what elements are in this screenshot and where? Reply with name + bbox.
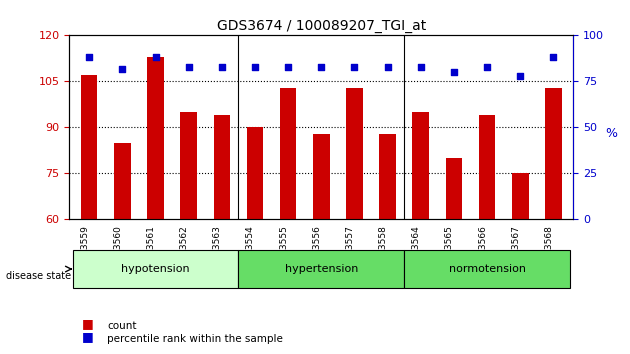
Bar <box>545 87 562 219</box>
Point <box>183 64 193 69</box>
Text: GSM493557: GSM493557 <box>345 225 355 280</box>
Point <box>117 66 127 72</box>
Text: percentile rank within the sample: percentile rank within the sample <box>107 333 283 344</box>
Text: GSM493561: GSM493561 <box>147 225 156 280</box>
Text: count: count <box>107 321 137 331</box>
Text: disease state: disease state <box>6 271 71 281</box>
Bar <box>479 115 495 219</box>
Point <box>548 55 558 60</box>
Bar <box>313 133 329 219</box>
Point <box>449 69 459 75</box>
Point <box>482 64 492 69</box>
Text: GSM493555: GSM493555 <box>279 225 288 280</box>
Point <box>416 64 426 69</box>
Text: GSM493567: GSM493567 <box>512 225 520 280</box>
Point <box>382 64 392 69</box>
Text: hypotension: hypotension <box>121 264 190 274</box>
Text: GSM493560: GSM493560 <box>113 225 122 280</box>
Text: GSM493558: GSM493558 <box>379 225 387 280</box>
Bar <box>346 87 363 219</box>
Point <box>316 64 326 69</box>
Bar <box>81 75 98 219</box>
Title: GDS3674 / 100089207_TGI_at: GDS3674 / 100089207_TGI_at <box>217 19 426 33</box>
FancyBboxPatch shape <box>72 250 238 288</box>
FancyBboxPatch shape <box>238 250 404 288</box>
Bar <box>379 133 396 219</box>
Text: hypertension: hypertension <box>285 264 358 274</box>
Bar <box>247 127 263 219</box>
Bar <box>512 173 529 219</box>
Bar <box>114 143 130 219</box>
Text: GSM493554: GSM493554 <box>246 225 255 280</box>
Point <box>151 55 161 60</box>
Bar <box>147 57 164 219</box>
Text: GSM493566: GSM493566 <box>478 225 487 280</box>
Y-axis label: %: % <box>605 127 617 141</box>
Text: GSM493562: GSM493562 <box>180 225 188 280</box>
Text: GSM493559: GSM493559 <box>80 225 89 280</box>
Text: normotension: normotension <box>449 264 525 274</box>
Bar <box>280 87 297 219</box>
Text: GSM493568: GSM493568 <box>544 225 553 280</box>
Text: GSM493564: GSM493564 <box>412 225 421 280</box>
Point <box>283 64 293 69</box>
Point <box>250 64 260 69</box>
Point <box>350 64 360 69</box>
Bar <box>180 112 197 219</box>
Bar <box>413 112 429 219</box>
Text: ■: ■ <box>82 330 94 343</box>
Point <box>217 64 227 69</box>
Text: GSM493565: GSM493565 <box>445 225 454 280</box>
Bar <box>214 115 230 219</box>
Bar <box>445 158 462 219</box>
Point <box>84 55 94 60</box>
Text: ■: ■ <box>82 318 94 330</box>
Text: GSM493556: GSM493556 <box>312 225 321 280</box>
Point <box>515 73 525 79</box>
FancyBboxPatch shape <box>404 250 570 288</box>
Text: GSM493563: GSM493563 <box>213 225 222 280</box>
